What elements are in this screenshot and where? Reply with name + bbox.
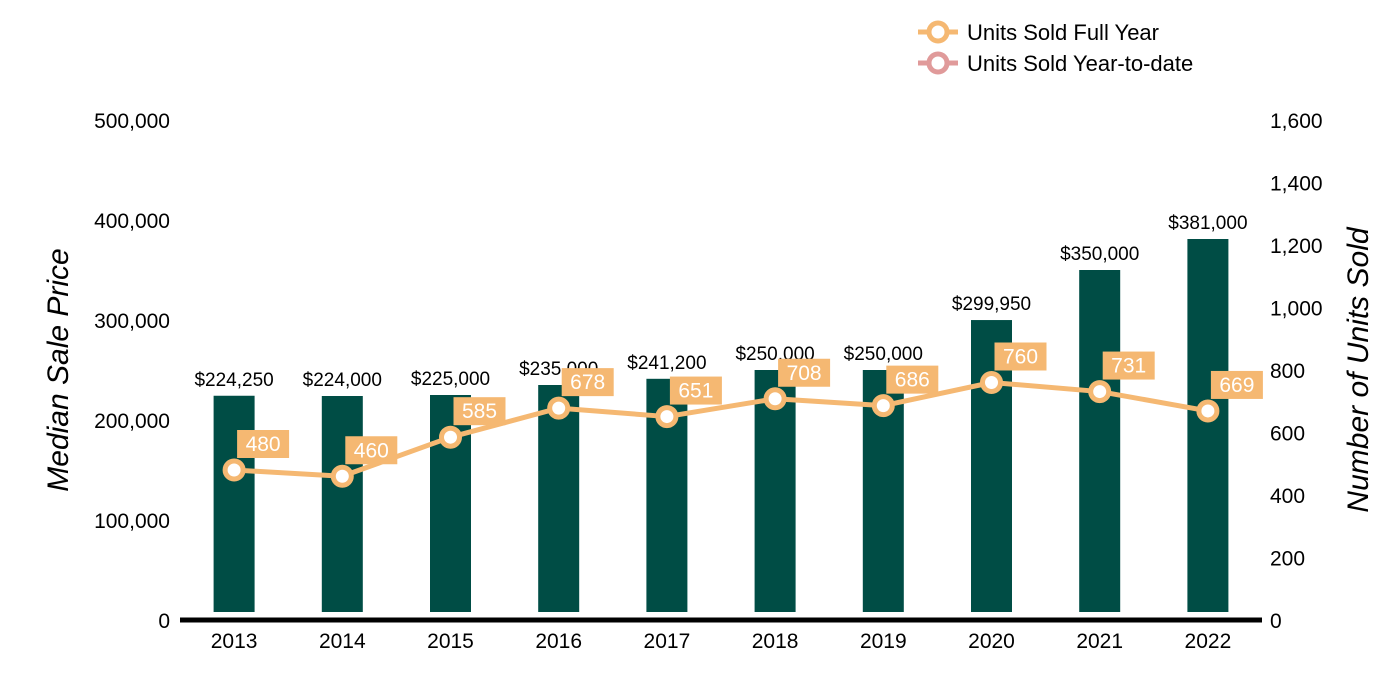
line-data-label-box bbox=[669, 376, 722, 405]
left-axis-tick-label: 0 bbox=[158, 610, 170, 633]
line-data-label-box bbox=[345, 436, 398, 465]
right-axis-tick-label: 600 bbox=[1270, 423, 1305, 446]
left-axis-ticks: 0 100,000 200,000 300,000 400,000 500,000 bbox=[94, 110, 170, 633]
bar bbox=[754, 370, 796, 612]
line-data-labels: 480 460 585 678 651 708 686 760 731 669 bbox=[237, 342, 1263, 465]
bar-series bbox=[213, 239, 1229, 612]
line-data-label-box bbox=[778, 358, 831, 387]
bar bbox=[213, 395, 255, 612]
legend: Units Sold Full Year Units Sold Year-to-d… bbox=[918, 20, 1193, 76]
right-axis-tick-label: 1,600 bbox=[1270, 110, 1323, 133]
line-point bbox=[1196, 399, 1220, 423]
line-point bbox=[655, 405, 679, 429]
legend-entry-label: Units Sold Full Year bbox=[967, 20, 1159, 45]
line-data-label: 708 bbox=[787, 362, 822, 385]
line-data-label-box bbox=[994, 342, 1047, 371]
bar-data-label: $241,200 bbox=[627, 353, 706, 374]
line-data-label-box bbox=[886, 365, 939, 394]
right-axis-tick-label: 1,000 bbox=[1270, 298, 1323, 321]
line-data-label: 686 bbox=[895, 369, 930, 392]
bar-data-labels: $224,250 $224,000 $225,000 $235,000 $241,200… bbox=[194, 213, 1247, 391]
x-axis-tick-label: 2014 bbox=[319, 630, 366, 653]
line-data-label-box bbox=[237, 430, 290, 458]
left-axis-tick-label: 200,000 bbox=[94, 410, 170, 433]
x-axis-tick-label: 2019 bbox=[860, 630, 907, 653]
right-axis-ticks: 0 200 400 600 800 1,000 1,200 1,400 1,600 bbox=[1270, 110, 1323, 633]
legend-entry-label: Units Sold Year-to-date bbox=[967, 51, 1193, 76]
line-data-label-box bbox=[453, 397, 506, 426]
line-point bbox=[980, 371, 1003, 394]
line-point bbox=[547, 396, 571, 420]
left-axis-title: Median Sale Price bbox=[42, 248, 75, 491]
line-data-label: 731 bbox=[1111, 355, 1146, 378]
right-axis-title: Number of Units Sold bbox=[1342, 226, 1375, 512]
right-axis-tick-label: 1,400 bbox=[1270, 173, 1323, 196]
right-axis-tick-label: 800 bbox=[1270, 360, 1305, 383]
right-axis-tick-label: 400 bbox=[1270, 485, 1305, 508]
bar-data-label: $299,950 bbox=[952, 294, 1031, 315]
line-data-label-box bbox=[1210, 370, 1263, 399]
line-point bbox=[222, 458, 246, 482]
bar-data-label: $224,000 bbox=[303, 370, 382, 391]
line-data-label: 760 bbox=[1003, 346, 1038, 369]
line-point bbox=[1088, 380, 1112, 404]
x-axis-tick-label: 2020 bbox=[968, 630, 1015, 653]
right-axis-tick-label: 1,200 bbox=[1270, 235, 1323, 258]
bar bbox=[1187, 239, 1229, 612]
line-data-label-box bbox=[1102, 351, 1155, 380]
right-axis-tick-label: 0 bbox=[1270, 610, 1282, 633]
right-axis-tick-label: 200 bbox=[1270, 548, 1305, 571]
bar-data-label: $225,000 bbox=[411, 369, 490, 390]
line-data-label: 669 bbox=[1219, 374, 1254, 397]
line-data-label: 585 bbox=[462, 400, 497, 423]
x-axis-tick-label: 2013 bbox=[211, 630, 258, 653]
bar bbox=[1079, 270, 1121, 612]
line-data-label: 678 bbox=[570, 371, 605, 394]
legend-marker-swatch bbox=[926, 51, 950, 75]
line-point bbox=[871, 394, 895, 418]
x-axis-tick-label: 2022 bbox=[1185, 630, 1232, 653]
x-axis-tick-label: 2021 bbox=[1076, 630, 1123, 653]
bar-data-label: $250,000 bbox=[844, 344, 923, 365]
line-data-label-box bbox=[561, 368, 614, 397]
bar bbox=[321, 396, 363, 612]
line-point bbox=[763, 387, 787, 411]
x-axis-tick-label: 2016 bbox=[535, 630, 582, 653]
left-axis-tick-label: 100,000 bbox=[94, 510, 170, 533]
left-axis-tick-label: 400,000 bbox=[94, 210, 170, 233]
left-axis-tick-label: 500,000 bbox=[94, 110, 170, 133]
x-axis-ticks: 2013 2014 2015 2016 2017 2018 2019 2020 2021 2022 bbox=[211, 630, 1232, 653]
bar bbox=[538, 385, 580, 612]
bar-data-label: $350,000 bbox=[1060, 244, 1139, 265]
bar-data-label: $224,250 bbox=[194, 370, 273, 391]
line-data-label: 480 bbox=[246, 433, 281, 456]
line-data-label: 651 bbox=[678, 380, 713, 403]
line-point bbox=[330, 464, 354, 488]
left-axis-tick-label: 300,000 bbox=[94, 310, 170, 333]
x-axis-tick-label: 2017 bbox=[644, 630, 691, 653]
line-data-label: 460 bbox=[354, 439, 389, 462]
line-point bbox=[439, 425, 462, 449]
x-axis-tick-label: 2015 bbox=[427, 630, 474, 653]
x-axis-tick-label: 2018 bbox=[752, 630, 799, 653]
legend-marker-swatch bbox=[926, 20, 950, 44]
bar-data-label: $381,000 bbox=[1168, 213, 1247, 234]
